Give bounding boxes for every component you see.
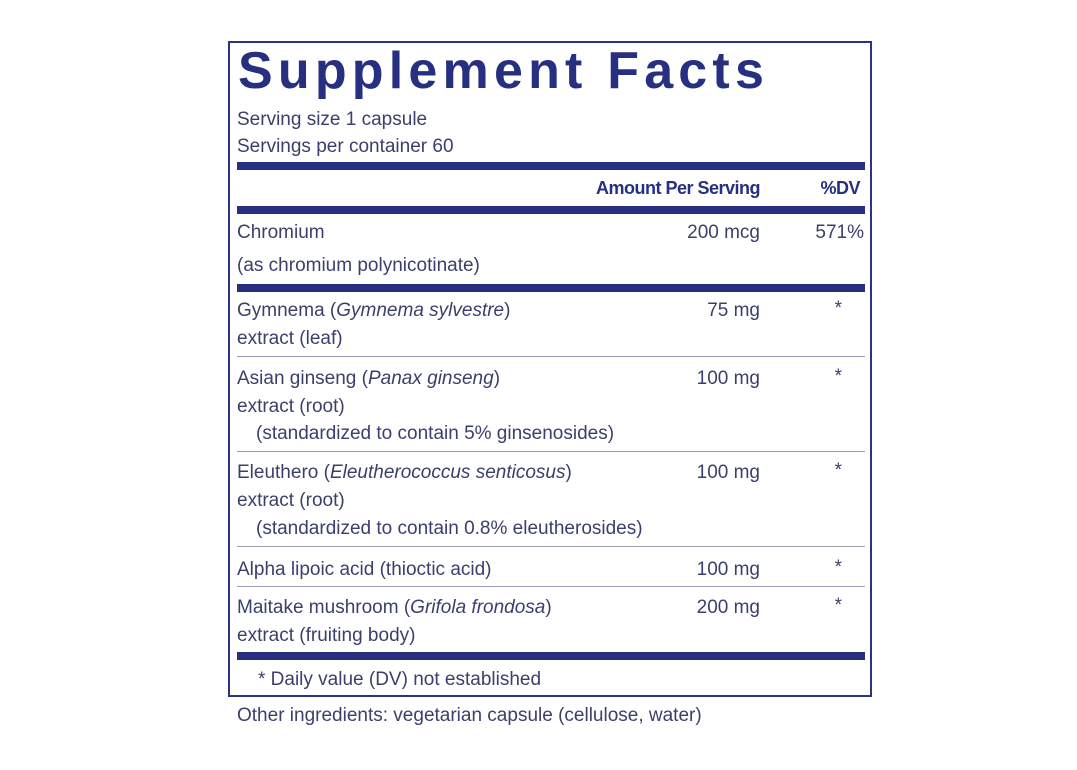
header-amount: Amount Per Serving: [595, 178, 761, 198]
divider: [237, 206, 865, 214]
divider: [237, 284, 865, 292]
chromium-name: Chromium: [237, 222, 325, 243]
ingredient-standardization: (standardized to contain 0.8% eleutheros…: [256, 518, 643, 539]
ingredient-name: Maitake mushroom (Grifola frondosa): [237, 597, 552, 618]
ingredient-name: Alpha lipoic acid (thioctic acid): [237, 559, 492, 580]
chromium-amount: 200 mcg: [687, 222, 760, 243]
ingredient-detail: extract (fruiting body): [237, 625, 416, 646]
ingredient-amount: 100 mg: [696, 462, 760, 483]
row-divider: [237, 586, 865, 587]
chromium-dv: 571%: [815, 222, 864, 243]
ingredient-dv: *: [834, 460, 842, 481]
ingredient-dv: *: [834, 595, 842, 616]
ingredient-amount: 200 mg: [696, 597, 760, 618]
row-divider: [237, 546, 865, 547]
ingredient-name: Eleuthero (Eleutherococcus senticosus): [237, 462, 572, 483]
ingredient-amount: 75 mg: [707, 300, 760, 321]
ingredient-dv: *: [834, 557, 842, 578]
other-ingredients: Other ingredients: vegetarian capsule (c…: [237, 705, 702, 726]
servings-per-container: Servings per container 60: [237, 136, 454, 157]
panel-title: Supplement Facts: [238, 42, 770, 100]
row-divider: [237, 451, 865, 452]
ingredient-dv: *: [834, 366, 842, 387]
ingredient-detail: extract (root): [237, 396, 345, 417]
ingredient-dv: *: [834, 298, 842, 319]
ingredient-name: Asian ginseng (Panax ginseng): [237, 368, 501, 389]
ingredient-detail: extract (root): [237, 490, 345, 511]
ingredient-amount: 100 mg: [696, 559, 760, 580]
footnote: * Daily value (DV) not established: [258, 669, 542, 690]
header-dv: %DV: [820, 178, 860, 198]
ingredient-detail: extract (leaf): [237, 328, 343, 349]
ingredient-name: Gymnema (Gymnema sylvestre): [237, 300, 511, 321]
divider: [237, 162, 865, 170]
divider: [237, 652, 865, 660]
serving-size: Serving size 1 capsule: [237, 109, 428, 130]
ingredient-amount: 100 mg: [696, 368, 760, 389]
chromium-sub: (as chromium polynicotinate): [237, 255, 480, 276]
supplement-facts-panel: Supplement Facts Serving size 1 capsule …: [228, 41, 872, 697]
row-divider: [237, 356, 865, 357]
ingredient-standardization: (standardized to contain 5% ginsenosides…: [256, 423, 615, 444]
